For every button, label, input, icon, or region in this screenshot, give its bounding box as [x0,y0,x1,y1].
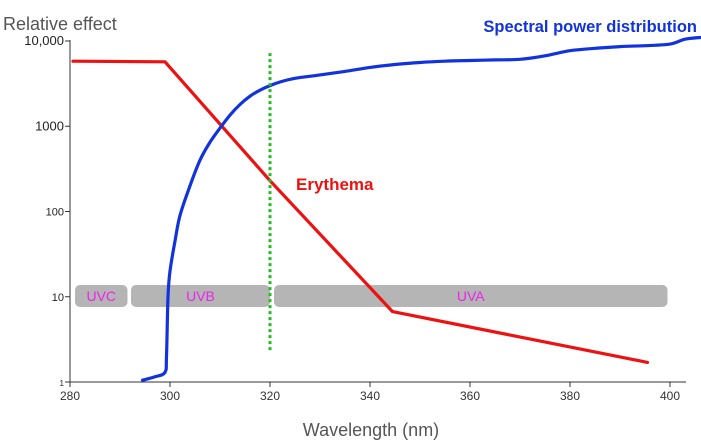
series [71,35,701,382]
axis-ticks: 280 300 320 340 360 380 400 1 10 100 1000 10,000 [24,33,680,403]
x-tick-label: 280 [60,389,80,403]
erythema-curve [71,59,650,364]
x-axis-title: Wavelength (nm) [303,420,439,440]
y-axis-title: Relative effect [3,14,117,34]
axes [69,40,686,383]
x-tick-label: 320 [260,389,280,403]
y-tick-label: 1 [60,379,65,388]
x-tick-label: 300 [160,389,180,403]
spd-curve [140,35,701,382]
erythema-label: Erythema [296,175,374,194]
uv-band-label: UVB [186,288,215,304]
x-tick-label: 400 [660,389,680,403]
uv-band-bar [75,285,128,308]
uv-band-uvb: UVB [131,285,270,308]
y-tick-label: 10 [52,292,64,304]
uv-band-uvc: UVC [75,285,128,308]
y-tick-label: 100 [46,207,64,219]
x-tick-label: 380 [560,389,580,403]
x-tick-label: 340 [360,389,380,403]
x-tick-label: 360 [460,389,480,403]
uv-band-label: UVA [457,288,485,304]
uv-band-bar [131,285,270,308]
y-tick-label: 10,000 [24,33,64,48]
uv-band-uva: UVA [274,285,668,308]
y-tick-label: 1000 [35,118,64,133]
uv-band-label: UVC [86,288,116,304]
spd-legend-label: Spectral power distribution [483,18,697,36]
